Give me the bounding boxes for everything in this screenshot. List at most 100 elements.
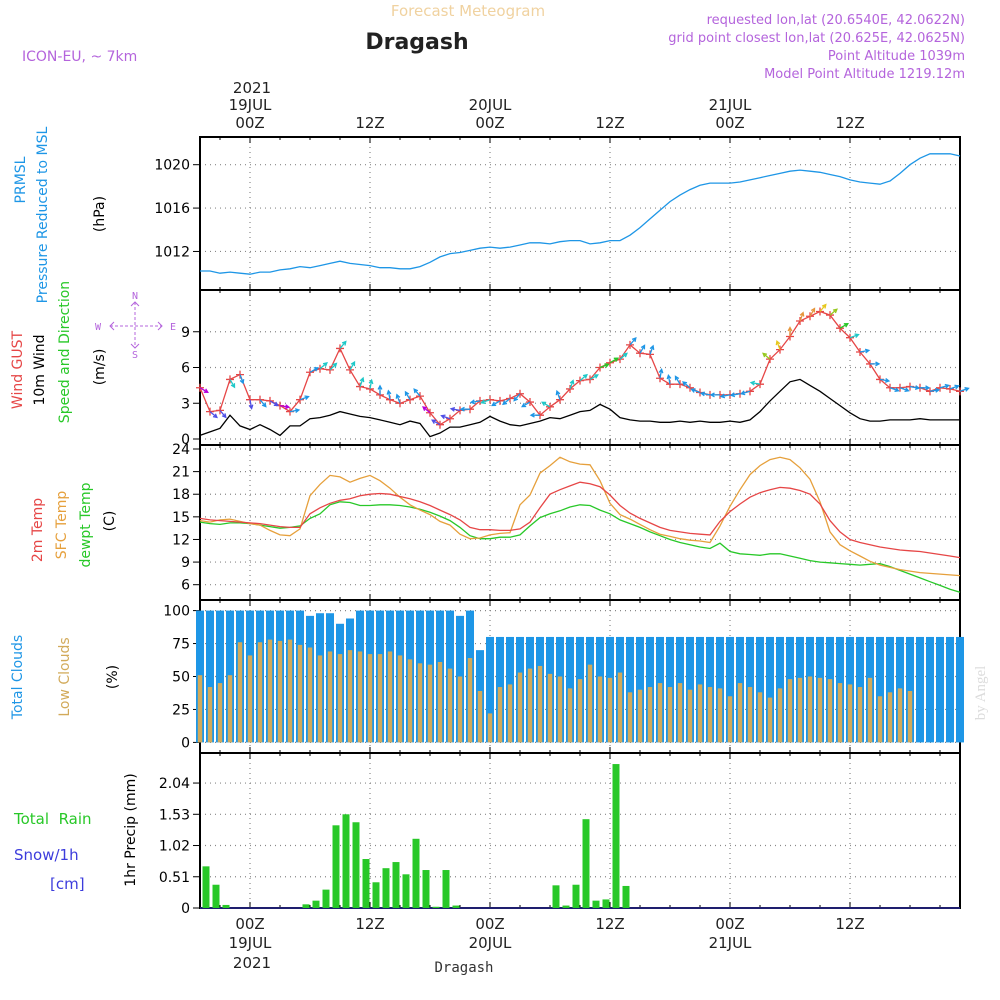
total-cloud-bar — [626, 636, 634, 743]
pressure-panel: 1012 1016 1020 — [154, 136, 961, 291]
precip-ytick-label: 1.53 — [159, 807, 190, 823]
low-cloud-bar — [897, 688, 903, 743]
wind-direction-arrow — [569, 379, 575, 390]
precip-ytick-label: 0 — [181, 901, 190, 917]
total-cloud-ylabel: Total Clouds — [10, 635, 26, 720]
wind-direction-arrow — [309, 367, 319, 373]
low-cloud-bar — [317, 655, 323, 743]
wind-direction-arrow — [629, 336, 637, 346]
total-cloud-bar — [686, 636, 694, 743]
bottom-day-label: 20JUL — [469, 934, 512, 952]
low-cloud-bar — [657, 683, 663, 743]
wind-direction-arrow — [639, 344, 646, 354]
temp-unit: (C) — [102, 511, 118, 532]
wind-direction-arrow — [469, 399, 481, 405]
low-cloud-bar — [257, 642, 263, 743]
point-altitude: Point Altitude 1039m — [828, 49, 965, 64]
total-cloud-bar — [906, 636, 914, 743]
low-cloud-bar — [227, 675, 233, 743]
total-cloud-bar — [946, 636, 954, 743]
pressure-ytick-label: 1016 — [154, 201, 190, 217]
wind-direction-arrow — [259, 399, 267, 408]
gust-marker — [586, 375, 594, 384]
top-hour-label: 12Z — [355, 114, 384, 132]
gust-marker — [956, 387, 964, 396]
wind-direction-arrow — [459, 406, 470, 412]
low-cloud-bar — [907, 691, 913, 743]
top-day-label: 19JUL — [229, 96, 272, 114]
wind-direction-arrow — [839, 323, 849, 329]
wind-direction-arrow — [377, 384, 383, 395]
gust-marker — [506, 394, 514, 403]
wind-direction-arrow — [521, 401, 531, 408]
low-cloud-bar — [857, 687, 863, 743]
rain-bar — [432, 906, 440, 908]
wind-direction-arrow — [289, 408, 301, 414]
precip-ytick-label: 2.04 — [159, 776, 190, 792]
gust-marker — [566, 384, 574, 393]
low-cloud-bar — [717, 688, 723, 743]
low-cloud-bar — [467, 658, 473, 743]
low-cloud-bar — [837, 683, 843, 743]
wind-direction-arrow — [319, 362, 328, 370]
wind-direction-arrow — [579, 373, 588, 382]
wind-direction-arrow — [719, 393, 731, 399]
wind-direction-arrow — [899, 387, 910, 393]
low-cloud-bar — [647, 687, 653, 743]
low-cloud-bar — [427, 664, 433, 743]
low-cloud-bar — [737, 683, 743, 743]
wind-direction-arrow — [799, 311, 805, 322]
low-cloud-bar — [697, 684, 703, 743]
wind-direction-arrow — [491, 400, 501, 407]
compass-w: W — [95, 322, 102, 333]
rain-bar — [562, 905, 570, 908]
low-cloud-bar — [457, 676, 463, 743]
wind-direction-arrow — [666, 373, 672, 385]
wind-direction-arrow — [431, 419, 441, 426]
low-cloud-bar — [797, 677, 803, 743]
wind-direction-arrow — [449, 406, 461, 412]
gust-marker — [486, 395, 494, 404]
rain-bar — [582, 819, 590, 908]
wind-direction-arrow — [219, 409, 227, 419]
low-cloud-bar — [527, 668, 533, 743]
low-cloud-bar — [287, 639, 293, 743]
pressure-ylabel-line1: PRMSL — [13, 156, 29, 203]
wind-direction-arrow — [609, 357, 619, 364]
wind-direction-arrow — [368, 378, 374, 390]
wind-direction-arrow — [929, 387, 941, 393]
clouds-ytick-label: 100 — [163, 604, 190, 620]
product-title: Forecast Meteogram — [391, 2, 545, 20]
top-day-label: 21JUL — [709, 96, 752, 114]
low-cloud-bar — [397, 655, 403, 743]
snow-label: Snow/1h — [14, 846, 79, 864]
low-cloud-bar — [557, 676, 563, 743]
gust-marker — [496, 396, 504, 405]
low-cloud-bar — [407, 659, 413, 743]
compass-s: S — [132, 350, 138, 361]
low-cloud-bar — [727, 696, 733, 743]
low-cloud-bar — [667, 687, 673, 743]
total-cloud-bar — [756, 636, 764, 743]
rain-bar — [602, 899, 610, 908]
wind-ytick-label: 0 — [181, 432, 190, 448]
low-cloud-bar — [487, 713, 493, 743]
precip-ylabel: Total Rain Snow/1h [cm] 1hr Precip (mm) — [13, 773, 139, 893]
clouds-ytick-label: 0 — [181, 735, 190, 751]
temperature-ylabel: 2m Temp SFC Temp dewpt Temp (C) — [30, 482, 118, 567]
low-cloud-bar — [497, 687, 503, 743]
rain-bar — [442, 870, 450, 908]
low-cloud-bar — [607, 677, 613, 743]
gust-marker — [206, 407, 214, 416]
snow-unit: [cm] — [50, 875, 85, 893]
cloud-unit: (%) — [105, 665, 121, 689]
low-cloud-bar — [327, 651, 333, 743]
wind-direction-arrow — [879, 377, 891, 383]
temperature-panel: 6 9 12 15 18 21 24 — [172, 442, 961, 601]
low-cloud-bar — [437, 662, 443, 743]
bottom-year-label: 2021 — [233, 954, 271, 972]
low-cloud-bar — [387, 651, 393, 743]
pressure-ytick-label: 1012 — [154, 244, 190, 260]
bottom-hour-label: 00Z — [235, 915, 264, 933]
